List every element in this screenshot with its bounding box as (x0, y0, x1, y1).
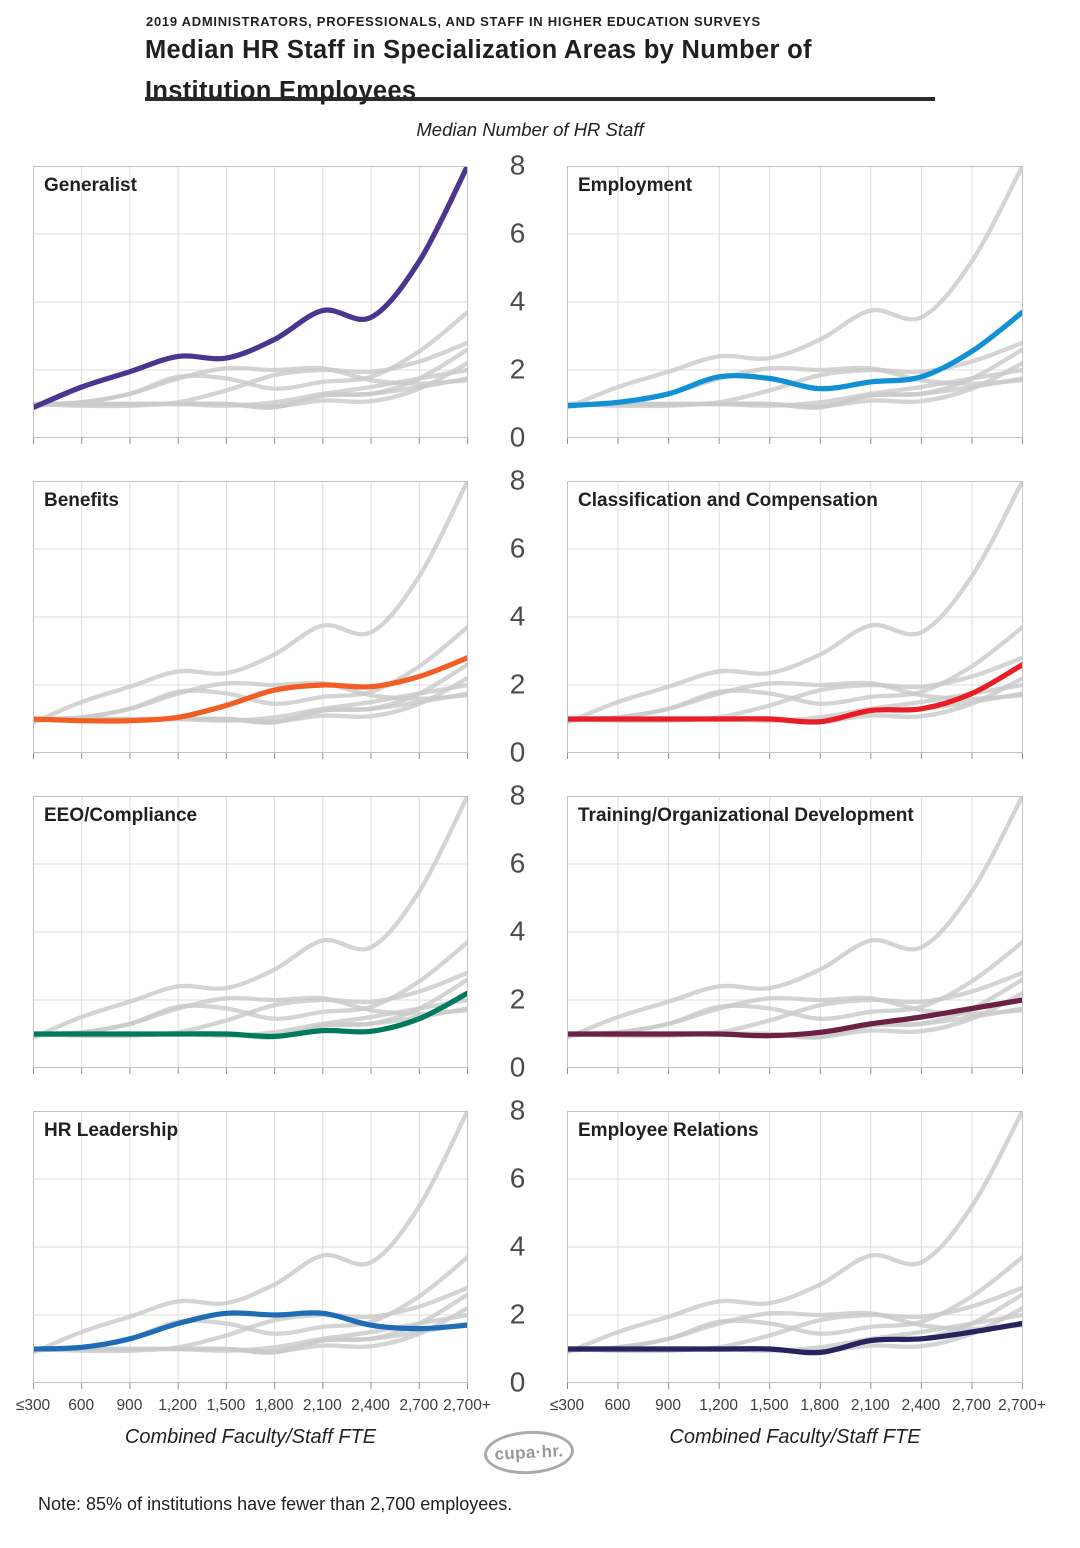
panel-chart-svg (33, 1111, 468, 1389)
series-line-employee-relations (567, 376, 1023, 410)
y-axis-tick-label: 2 (509, 1298, 526, 1330)
x-axis-tick-label: 600 (68, 1397, 95, 1414)
x-axis-tick-label: 1,500 (749, 1397, 789, 1414)
x-axis-tick-label: 1,500 (206, 1397, 246, 1414)
y-axis-title: Median Number of HR Staff (416, 119, 644, 140)
panel-title: Training/Organizational Development (578, 805, 914, 826)
y-axis-tick-label: 4 (509, 285, 526, 317)
x-axis-tick-label: 1,800 (254, 1397, 294, 1414)
x-axis-tick-label: 1,200 (699, 1397, 739, 1414)
panel-chart-svg (567, 1111, 1023, 1389)
x-axis-tick-label: 900 (116, 1397, 143, 1414)
y-axis-tick-label: 2 (509, 983, 526, 1015)
series-line-hr-leadership (567, 680, 1023, 722)
panel-title: Generalist (44, 175, 137, 196)
page-title-line2: Institution Employees (145, 77, 417, 105)
panel-title: Benefits (44, 490, 119, 511)
x-axis-tick-label: ≤300 (549, 1397, 585, 1414)
highlight-line-employee-relations (567, 1320, 1023, 1356)
title-rule (145, 97, 935, 101)
panel-chart-svg (33, 481, 468, 759)
page-title: Median HR Staff in Specialization Areas … (145, 30, 812, 112)
highlight-line-generalist (33, 166, 468, 410)
panel-chart-svg (33, 166, 468, 444)
panel-title: EEO/Compliance (44, 805, 198, 826)
series-line-generalist (33, 796, 468, 1040)
x-axis-tick-label: ≤300 (15, 1397, 51, 1414)
cupa-hr-logo: cupa·hr. (482, 1428, 576, 1477)
page-title-line1: Median HR Staff in Specialization Areas … (145, 36, 812, 64)
series-line-hr-leadership (33, 365, 468, 407)
panel-chart-svg (567, 481, 1023, 759)
cupa-hr-logo-text: cupa·hr. (494, 1440, 564, 1464)
note-text: Note: 85% of institutions have fewer tha… (38, 1494, 513, 1514)
series-line-generalist (567, 796, 1023, 1040)
y-axis-tick-label: 2 (509, 353, 526, 385)
panel-title: Employee Relations (578, 1120, 759, 1141)
highlight-line-employment (567, 309, 1023, 409)
panel-title: HR Leadership (44, 1120, 179, 1141)
series-line-generalist (33, 481, 468, 725)
highlight-line-classification-and-compensation (567, 662, 1023, 725)
x-axis-tick-label: 1,800 (800, 1397, 840, 1414)
x-axis-tick-label: 2,100 (302, 1397, 342, 1414)
y-axis-tick-label: 4 (509, 915, 526, 947)
y-axis-tick-label: 6 (509, 532, 526, 564)
panel-chart-svg (33, 796, 468, 1074)
y-axis-tick-label: 6 (509, 1162, 526, 1194)
panel-generalist: Generalist (33, 166, 468, 444)
x-axis-title-right: Combined Faculty/Staff FTE (669, 1426, 921, 1448)
y-axis-tick-label: 6 (509, 217, 526, 249)
y-axis-tick-label: 0 (509, 421, 526, 453)
highlight-line-training-organizational-development (567, 997, 1023, 1039)
series-line-generalist (33, 1111, 468, 1355)
panel-title: Employment (578, 175, 693, 196)
x-axis-tick-label: 1,200 (158, 1397, 198, 1414)
y-axis-tick-label: 0 (509, 1366, 526, 1398)
y-axis-tick-label: 8 (509, 464, 526, 496)
series-line-generalist (567, 481, 1023, 725)
x-axis-tick-label: 2,700+ (443, 1397, 491, 1414)
series-line-hr-leadership (567, 1310, 1023, 1352)
series-line-generalist (567, 1111, 1023, 1355)
x-axis-tick-label: 2,700 (399, 1397, 439, 1414)
panel-employment: Employment (567, 166, 1023, 444)
highlight-line-benefits (33, 655, 468, 724)
panel-benefits: Benefits (33, 481, 468, 759)
panel-employee-relations: Employee Relations (567, 1111, 1023, 1389)
x-axis-tick-label: 2,100 (850, 1397, 890, 1414)
panel-eeo-compliance: EEO/Compliance (33, 796, 468, 1074)
series-line-hr-leadership (33, 680, 468, 722)
y-axis-tick-label: 0 (509, 1051, 526, 1083)
x-axis-tick-label: 600 (604, 1397, 631, 1414)
panel-title: Classification and Compensation (578, 490, 878, 511)
y-axis-tick-label: 4 (509, 600, 526, 632)
y-axis-tick-label: 8 (509, 1094, 526, 1126)
y-axis-tick-label: 6 (509, 847, 526, 879)
series-line-generalist (567, 166, 1023, 410)
x-axis-tick-label: 900 (655, 1397, 682, 1414)
panel-classification-and-compensation: Classification and Compensation (567, 481, 1023, 759)
x-axis-tick-label: 2,700+ (998, 1397, 1046, 1414)
panel-chart-svg (567, 166, 1023, 444)
x-axis-tick-label: 2,400 (901, 1397, 941, 1414)
series-line-employee-relations (33, 376, 468, 410)
panel-training-organizational-development: Training/Organizational Development (567, 796, 1023, 1074)
y-axis-tick-label: 8 (509, 149, 526, 181)
panel-hr-leadership: HR Leadership (33, 1111, 468, 1389)
y-axis-tick-label: 8 (509, 779, 526, 811)
y-axis-tick-label: 0 (509, 736, 526, 768)
y-axis-tick-label: 2 (509, 668, 526, 700)
report-eyebrow: 2019 ADMINISTRATORS, PROFESSIONALS, AND … (146, 14, 761, 29)
y-axis-tick-label: 4 (509, 1230, 526, 1262)
highlight-line-eeo-compliance (33, 990, 468, 1040)
series-line-hr-leadership (33, 995, 468, 1037)
x-axis-title-left: Combined Faculty/Staff FTE (124, 1426, 377, 1448)
series-line-employee-relations (33, 1321, 468, 1355)
x-axis-tick-label: 2,400 (351, 1397, 390, 1414)
panel-chart-svg (567, 796, 1023, 1074)
x-axis-tick-label: 2,700 (952, 1397, 991, 1414)
highlight-line-hr-leadership (33, 1310, 468, 1352)
